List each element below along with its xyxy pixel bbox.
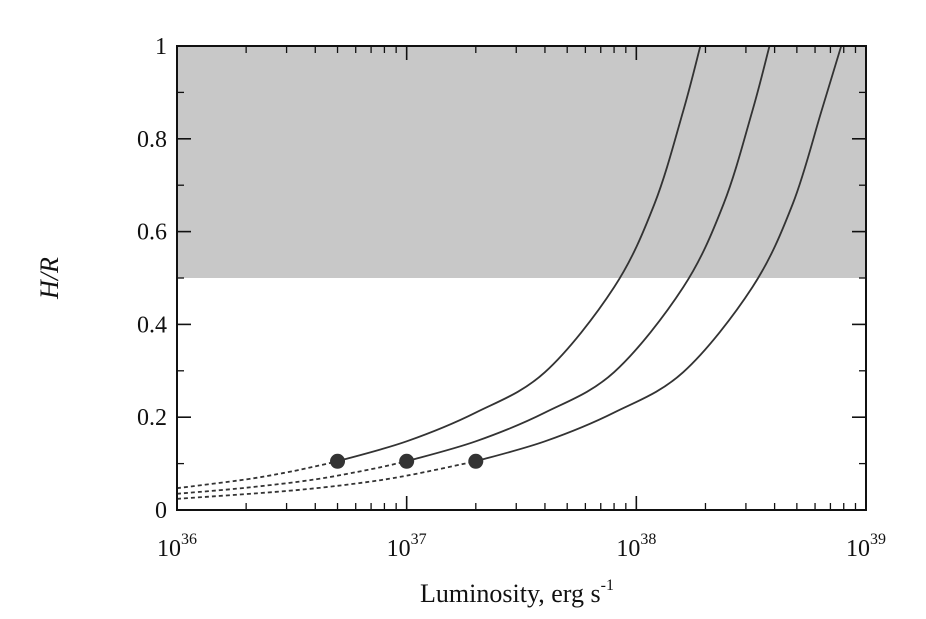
x-axis-label: Luminosity, erg s-1	[420, 577, 614, 608]
y-ticks: 0 0.2 0.4 0.6 0.8 1	[137, 34, 866, 524]
y-tick-label: 0.4	[137, 312, 167, 338]
curves	[176, 45, 843, 500]
x-tick-label: 1037	[387, 531, 427, 562]
series-2-marker	[399, 453, 415, 469]
x-ticks: 1036 1037 1038 1039	[157, 46, 886, 562]
series-1	[176, 45, 702, 490]
series-1-solid-line	[337, 45, 702, 463]
x-tick-label: 1039	[846, 531, 886, 562]
series-1-marker	[330, 453, 346, 469]
shaded-region	[177, 46, 866, 278]
series-1-dashed-line	[176, 460, 338, 490]
y-tick-label: 0.2	[137, 405, 167, 431]
series-3-dashed-line	[176, 460, 476, 500]
y-tick-label: 0.8	[137, 127, 167, 153]
series-2-dashed-line	[176, 460, 407, 495]
y-tick-label: 0	[155, 498, 167, 524]
x-tick-label: 1038	[616, 531, 656, 562]
series-2	[176, 45, 771, 495]
series-3-marker	[468, 453, 484, 469]
series-3-solid-line	[475, 45, 843, 463]
x-tick-label: 1036	[157, 531, 197, 562]
y-tick-label: 0.6	[137, 220, 167, 246]
y-axis-label: H/R	[35, 257, 64, 300]
series-3	[176, 45, 843, 500]
series-2-solid-line	[406, 45, 771, 463]
y-tick-label: 1	[155, 34, 167, 60]
